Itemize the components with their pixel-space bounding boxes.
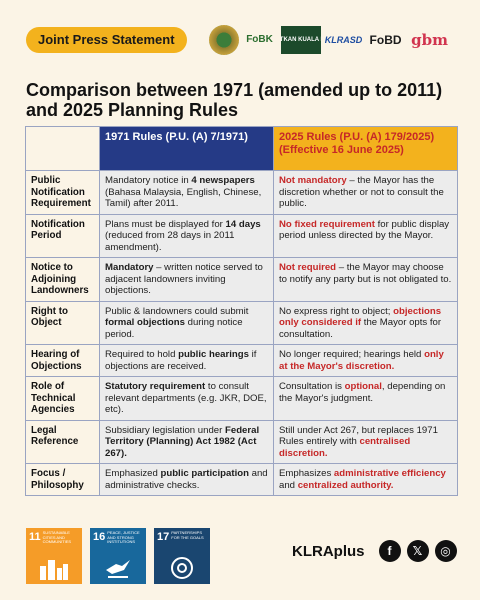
row-label: Legal Reference <box>25 419 100 464</box>
cell-1971-rules: Mandatory – written notice served to adj… <box>99 257 274 302</box>
table-row: Focus / Philosophy Emphasized public part… <box>25 463 458 496</box>
cell-text-segment: No fixed requirement <box>279 218 375 230</box>
table-row: Legal Reference Subsidiary legislation un… <box>25 419 458 464</box>
row-label: Focus / Philosophy <box>25 463 100 496</box>
fobk-logo: FoBK <box>246 34 273 45</box>
cell-2025-rules: Emphasizes administrative efficiency and… <box>273 463 458 496</box>
cell-text-segment: Not mandatory <box>279 175 347 186</box>
cell-text-segment: public participation <box>160 468 249 479</box>
cell-1971-rules: Statutory requirement to consult relevan… <box>99 376 274 421</box>
instagram-icon[interactable]: ◎ <box>434 540 457 562</box>
cell-text-segment: Emphasized <box>105 468 161 479</box>
cell-text-segment: No longer required; hearings held <box>279 349 425 360</box>
cell-text-segment: – the Mayor has the discretion whether o… <box>279 175 444 209</box>
cell-text-segment: if objections are received. <box>105 349 257 372</box>
cell-2025-rules: No express right to object; objections o… <box>273 300 458 345</box>
cell-text-segment: administrative efficiency <box>333 468 446 479</box>
brand-name: KLRAplus <box>292 542 365 560</box>
city-buildings-icon <box>40 560 68 580</box>
cell-text-segment: and administrative checks. <box>105 468 268 491</box>
cell-text-segment: Not required <box>279 262 337 273</box>
cell-text-segment: to consult relevant departments (e.g. JK… <box>105 381 267 415</box>
cell-text-segment: public hearings <box>178 349 249 360</box>
cell-text-segment: optional <box>344 381 382 392</box>
sdg-11-badge: 11 SUSTAINABLE CITIES AND COMMUNITIES <box>26 528 82 584</box>
cell-2025-rules: Consultation is optional, depending on t… <box>273 376 458 421</box>
gbm-logo: gbm <box>411 31 448 49</box>
table-row: Public Notification Requirement Mandatory… <box>25 170 458 215</box>
page-title: Comparison between 1971 (amended up to 2… <box>26 80 443 120</box>
fobd-logo: FoBD <box>369 33 402 47</box>
row-label: Public Notification Requirement <box>25 170 100 215</box>
row-label: Notice to Adjoining Landowners <box>25 257 100 302</box>
cell-2025-rules: Still under Act 267, but replaces 1971 R… <box>273 419 458 464</box>
table-corner <box>25 126 100 171</box>
x-icon[interactable]: 𝕏 <box>406 540 429 562</box>
table-row: Role of Technical Agencies Statutory requ… <box>25 376 458 421</box>
cell-1971-rules: Emphasized public participation and admi… <box>99 463 274 496</box>
cell-text-segment: Required to hold <box>105 349 179 360</box>
dove-gavel-icon <box>106 560 130 578</box>
table-row: Notification Period Plans must be display… <box>25 213 458 258</box>
selamatkan-kl-logo: SELAMATKAN KUALA LUMPUR <box>280 26 321 54</box>
cell-text-segment: Mandatory notice in <box>105 175 192 186</box>
table-row: Hearing of Objections Required to hold pu… <box>25 344 458 377</box>
cell-text-segment: objections only considered if <box>279 305 442 329</box>
cell-text-segment: formal objections <box>105 317 185 328</box>
column-header-1971: 1971 Rules (P.U. (A) 7/1971) <box>99 126 274 171</box>
partner-logos: FoBK SELAMATKAN KUALA LUMPUR KLRASD FoBD… <box>208 25 451 55</box>
cell-text-segment: Plans must be displayed for <box>105 218 226 230</box>
row-label: Role of Technical Agencies <box>25 376 100 421</box>
klrasd-logo: KLRASD <box>324 35 363 45</box>
cell-text-segment: 14 days <box>225 218 261 230</box>
cell-text-segment: Federal Territory (Planning) Act 1982 (A… <box>105 424 260 459</box>
cell-text-segment: centralised discretion. <box>279 436 411 459</box>
cell-1971-rules: Public & landowners could submit formal … <box>99 300 274 345</box>
cell-text-segment: – the Mayor may choose to notify any par… <box>279 262 452 285</box>
header: Joint Press Statement FoBK SELAMATKAN KU… <box>26 24 464 56</box>
cell-text-segment: Emphasizes <box>279 468 334 479</box>
column-header-2025: 2025 Rules (P.U. (A) 179/2025) (Effectiv… <box>273 126 458 171</box>
cell-text-segment: for public display period unless directe… <box>279 218 450 242</box>
joint-press-statement-badge: Joint Press Statement <box>26 27 187 53</box>
row-label: Hearing of Objections <box>25 344 100 377</box>
cell-text-segment: Subsidiary legislation under <box>105 424 225 436</box>
cell-text-segment: Public & landowners could submit <box>105 305 249 317</box>
cell-text-segment: No express right to object; <box>279 305 394 317</box>
cell-text-segment: the Mayor opts for consultation. <box>279 317 442 340</box>
cell-1971-rules: Subsidiary legislation under Federal Ter… <box>99 419 274 464</box>
cell-1971-rules: Required to hold public hearings if obje… <box>99 344 274 377</box>
cell-text-segment: Consultation is <box>279 381 345 392</box>
row-label: Notification Period <box>25 213 100 258</box>
cell-2025-rules: Not mandatory – the Mayor has the discre… <box>273 170 458 215</box>
cell-text-segment: (Bahasa Malaysia, English, Chinese, Tami… <box>105 186 262 210</box>
cell-text-segment: centralized authority. <box>297 479 394 491</box>
row-label: Right to Object <box>25 300 100 345</box>
cell-text-segment: (reduced from 28 days in 2011 amendment)… <box>105 230 235 253</box>
cell-1971-rules: Plans must be displayed for 14 days (red… <box>99 213 274 258</box>
table-row: Notice to Adjoining Landowners Mandatory … <box>25 257 458 302</box>
cell-2025-rules: Not required – the Mayor may choose to n… <box>273 257 458 302</box>
cell-text-segment: during notice period. <box>105 317 243 340</box>
cell-1971-rules: Mandatory notice in 4 newspapers (Bahasa… <box>99 170 274 215</box>
table-row: Right to Object Public & landowners could… <box>25 300 458 345</box>
sdg-badges: 11 SUSTAINABLE CITIES AND COMMUNITIES 16 P… <box>26 528 210 584</box>
footer: KLRAplus f 𝕏 ◎ <box>292 540 457 562</box>
facebook-icon[interactable]: f <box>378 540 401 562</box>
cell-2025-rules: No fixed requirement for public display … <box>273 213 458 258</box>
cell-text-segment: Statutory requirement <box>105 381 206 392</box>
cell-2025-rules: No longer required; hearings held only a… <box>273 344 458 377</box>
community-seal-logo <box>208 25 239 55</box>
sdg-16-badge: 16 PEACE, JUSTICE AND STRONG INSTITUTIONS <box>90 528 146 584</box>
sdg-17-badge: 17 PARTNERSHIPS FOR THE GOALS <box>154 528 210 584</box>
partnership-flower-icon <box>171 557 193 579</box>
cell-text-segment: 4 newspapers <box>191 175 255 186</box>
comparison-table: 1971 Rules (P.U. (A) 7/1971) 2025 Rules … <box>25 126 458 496</box>
cell-text-segment: – written notice served to adjacent land… <box>105 262 263 296</box>
cell-text-segment: Still under Act 267, but replaces 1971 R… <box>279 424 438 448</box>
cell-text-segment: , depending on the Mayor's judgment. <box>279 381 446 404</box>
cell-text-segment: and <box>279 479 298 491</box>
cell-text-segment: only at the Mayor's discretion. <box>279 349 444 372</box>
cell-text-segment: Mandatory <box>105 262 154 273</box>
